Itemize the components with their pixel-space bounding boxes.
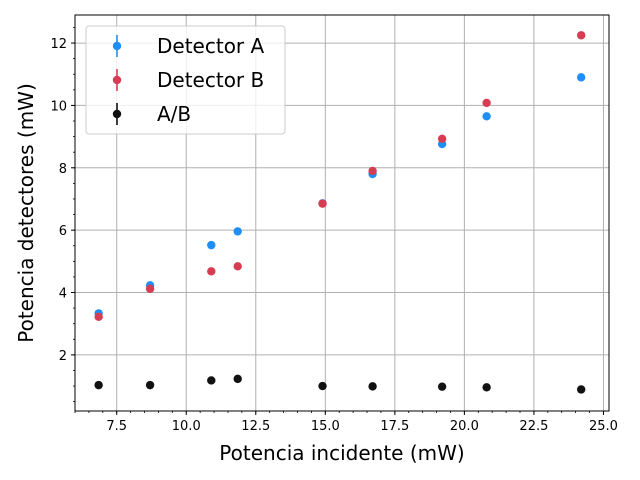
grid (75, 15, 609, 411)
legend-label-2: Detector B (157, 68, 264, 92)
point-series-3 (368, 382, 377, 391)
point-series-1 (233, 227, 242, 236)
legend-box (85, 25, 286, 135)
point-series-1 (482, 112, 491, 121)
plot-frame (74, 14, 610, 412)
x-axis-label: Potencia incidente (mW) (219, 441, 464, 465)
point-series-3 (576, 385, 586, 394)
point-series-2 (318, 199, 327, 208)
point-series-2 (94, 312, 103, 322)
x-tick-label: 25.0 (589, 419, 618, 434)
x-tick-label: 12.5 (241, 419, 270, 434)
point-series-2 (437, 134, 447, 143)
y-tick-label: 2 (59, 349, 67, 364)
point-series-3 (482, 383, 491, 392)
point-series-3 (207, 376, 216, 385)
point-series-2 (145, 284, 155, 293)
x-tick-label: 10.0 (172, 419, 201, 434)
x-tick-label: 22.5 (519, 419, 548, 434)
y-tick-label: 8 (59, 162, 67, 177)
y-tick-label: 10 (50, 99, 67, 114)
point-series-2 (482, 98, 491, 108)
point-series-3 (233, 374, 242, 384)
point-series-2 (576, 31, 586, 40)
y-tick-label: 4 (59, 287, 67, 302)
point-series-3 (437, 382, 447, 391)
legend-label-1: Detector A (157, 34, 265, 58)
point-series-3 (94, 380, 103, 390)
point-series-2 (368, 166, 377, 176)
data-points (94, 31, 586, 394)
axis-ticks: 7.5 10.0 12.5 15.0 17.5 20.0 22.5 25.0 2 4 6 8 10 12 (50, 27, 618, 434)
y-tick-label: 12 (50, 37, 67, 52)
legend-marker-3 (112, 109, 122, 119)
legend: Detector A Detector B A/B (85, 25, 286, 135)
point-series-3 (145, 380, 155, 390)
point-series-2 (233, 262, 242, 271)
x-tick-label: 20.0 (450, 419, 479, 434)
y-axis-label: Potencia detectores (mW) (14, 83, 38, 343)
x-tick-label: 17.5 (380, 419, 409, 434)
x-tick-label: 15.0 (311, 419, 340, 434)
point-series-2 (207, 267, 216, 276)
legend-marker-1 (112, 41, 122, 51)
point-series-1 (207, 240, 216, 250)
point-series-1 (576, 73, 586, 82)
legend-marker-2 (112, 75, 122, 85)
y-tick-label: 6 (59, 224, 67, 239)
point-series-3 (318, 381, 327, 391)
legend-label-3: A/B (157, 102, 191, 126)
x-tick-label: 7.5 (106, 419, 127, 434)
